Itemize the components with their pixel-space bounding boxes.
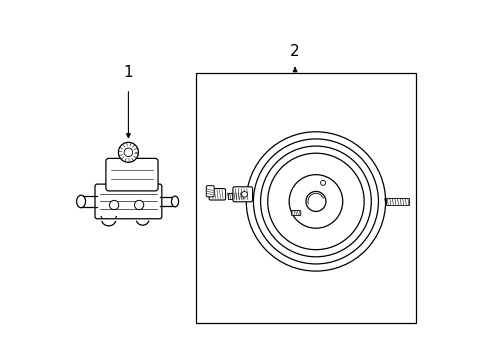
Circle shape — [320, 180, 325, 185]
Circle shape — [124, 148, 132, 157]
FancyBboxPatch shape — [209, 189, 225, 200]
Ellipse shape — [77, 195, 85, 208]
Circle shape — [246, 132, 385, 271]
Circle shape — [134, 201, 143, 210]
Circle shape — [241, 192, 247, 197]
Ellipse shape — [171, 196, 178, 207]
FancyBboxPatch shape — [95, 184, 162, 219]
Circle shape — [288, 175, 342, 228]
Circle shape — [118, 142, 138, 162]
Bar — [228, 193, 243, 199]
FancyBboxPatch shape — [106, 158, 158, 191]
Circle shape — [253, 139, 378, 264]
Circle shape — [305, 192, 325, 211]
FancyBboxPatch shape — [291, 211, 300, 216]
Text: 1: 1 — [123, 65, 133, 80]
Text: 2: 2 — [290, 44, 299, 59]
Circle shape — [260, 146, 370, 257]
Circle shape — [109, 201, 119, 210]
FancyBboxPatch shape — [206, 186, 214, 197]
Circle shape — [267, 153, 364, 249]
Bar — [196, 73, 415, 323]
Bar — [385, 198, 408, 204]
FancyBboxPatch shape — [232, 187, 252, 202]
